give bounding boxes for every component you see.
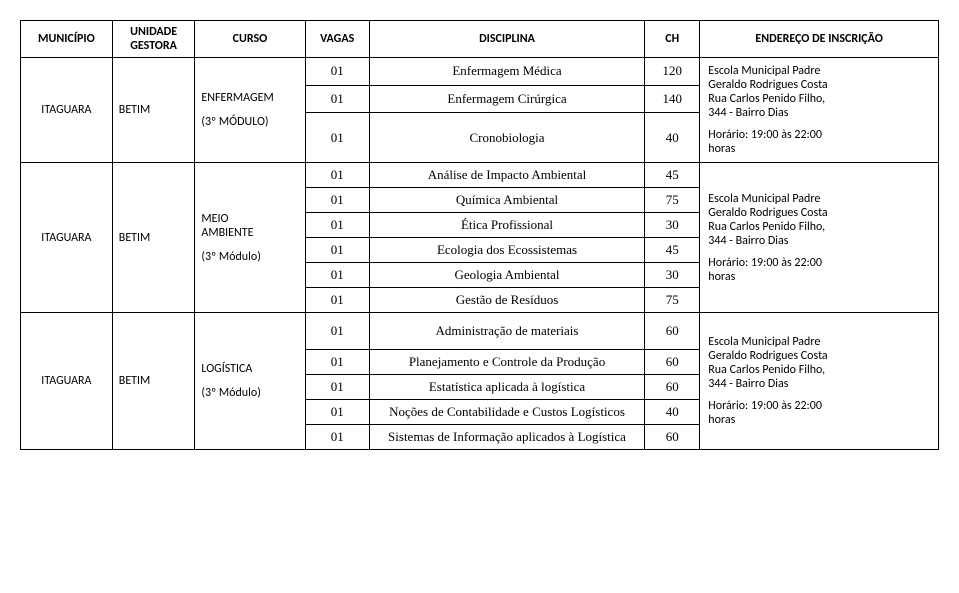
cell-ch: 120: [645, 58, 700, 86]
cell-vagas: 01: [305, 188, 369, 213]
cell-ch: 30: [645, 213, 700, 238]
cell-vagas: 01: [305, 263, 369, 288]
addr-line: horas: [708, 142, 930, 156]
cell-vagas: 01: [305, 113, 369, 163]
curso-line: AMBIENTE: [201, 226, 298, 240]
addr-line: Geraldo Rodrigues Costa: [708, 206, 930, 220]
th-municipio: MUNICÍPIO: [21, 21, 113, 58]
cell-ch: 75: [645, 288, 700, 313]
addr-line: 344 - Bairro Dias: [708, 234, 930, 248]
curso-line: (3º MÓDULO): [201, 115, 298, 129]
cell-ch: 45: [645, 238, 700, 263]
cell-vagas: 01: [305, 85, 369, 113]
cell-disciplina: Análise de Impacto Ambiental: [369, 163, 644, 188]
addr-line: Horário: 19:00 às 22:00: [708, 128, 930, 142]
curso-line: LOGÍSTICA: [201, 362, 298, 376]
cell-municipio: ITAGUARA: [21, 313, 113, 450]
cell-vagas: 01: [305, 288, 369, 313]
addr-line: Rua Carlos Penido Filho,: [708, 92, 930, 106]
addr-line: Escola Municipal Padre: [708, 192, 930, 206]
addr-line: Rua Carlos Penido Filho,: [708, 220, 930, 234]
cell-unidade: BETIM: [112, 313, 195, 450]
table-row: ITAGUARA BETIM MEIO AMBIENTE (3º Módulo)…: [21, 163, 939, 188]
cell-disciplina: Química Ambiental: [369, 188, 644, 213]
cell-vagas: 01: [305, 400, 369, 425]
cell-municipio: ITAGUARA: [21, 58, 113, 163]
addr-line: horas: [708, 413, 930, 427]
table-row: ITAGUARA BETIM LOGÍSTICA (3º Módulo) 01 …: [21, 313, 939, 350]
addr-line: Horário: 19:00 às 22:00: [708, 399, 930, 413]
cell-municipio: ITAGUARA: [21, 163, 113, 313]
cell-disciplina: Administração de materiais: [369, 313, 644, 350]
addr-line: Horário: 19:00 às 22:00: [708, 256, 930, 270]
addr-line: Rua Carlos Penido Filho,: [708, 363, 930, 377]
cell-endereco: Escola Municipal Padre Geraldo Rodrigues…: [700, 58, 939, 163]
course-table: MUNICÍPIO UNIDADE GESTORA CURSO VAGAS DI…: [20, 20, 939, 450]
curso-line: (3º Módulo): [201, 386, 298, 400]
th-curso: CURSO: [195, 21, 305, 58]
th-unidade-gestora: UNIDADE GESTORA: [112, 21, 195, 58]
cell-vagas: 01: [305, 213, 369, 238]
cell-ch: 45: [645, 163, 700, 188]
cell-disciplina: Noções de Contabilidade e Custos Logísti…: [369, 400, 644, 425]
addr-line: 344 - Bairro Dias: [708, 377, 930, 391]
table-header-row: MUNICÍPIO UNIDADE GESTORA CURSO VAGAS DI…: [21, 21, 939, 58]
cell-endereco: Escola Municipal Padre Geraldo Rodrigues…: [700, 313, 939, 450]
addr-line: 344 - Bairro Dias: [708, 106, 930, 120]
cell-ch: 40: [645, 113, 700, 163]
cell-vagas: 01: [305, 313, 369, 350]
cell-disciplina: Cronobiologia: [369, 113, 644, 163]
cell-vagas: 01: [305, 163, 369, 188]
cell-curso: LOGÍSTICA (3º Módulo): [195, 313, 305, 450]
addr-line: Escola Municipal Padre: [708, 335, 930, 349]
cell-ch: 140: [645, 85, 700, 113]
cell-ch: 60: [645, 313, 700, 350]
th-endereco: ENDEREÇO DE INSCRIÇÃO: [700, 21, 939, 58]
cell-vagas: 01: [305, 350, 369, 375]
cell-ch: 60: [645, 425, 700, 450]
th-ch: CH: [645, 21, 700, 58]
curso-line: MEIO: [201, 212, 298, 226]
cell-vagas: 01: [305, 375, 369, 400]
cell-disciplina: Enfermagem Cirúrgica: [369, 85, 644, 113]
cell-ch: 75: [645, 188, 700, 213]
cell-endereco: Escola Municipal Padre Geraldo Rodrigues…: [700, 163, 939, 313]
addr-line: Geraldo Rodrigues Costa: [708, 349, 930, 363]
addr-line: Escola Municipal Padre: [708, 64, 930, 78]
cell-ch: 30: [645, 263, 700, 288]
th-vagas: VAGAS: [305, 21, 369, 58]
cell-disciplina: Estatística aplicada à logística: [369, 375, 644, 400]
cell-unidade: BETIM: [112, 163, 195, 313]
cell-unidade: BETIM: [112, 58, 195, 163]
cell-disciplina: Geologia Ambiental: [369, 263, 644, 288]
cell-vagas: 01: [305, 425, 369, 450]
table-row: ITAGUARA BETIM ENFERMAGEM (3º MÓDULO) 01…: [21, 58, 939, 86]
curso-line: (3º Módulo): [201, 250, 298, 264]
cell-ch: 60: [645, 350, 700, 375]
addr-line: horas: [708, 270, 930, 284]
cell-disciplina: Planejamento e Controle da Produção: [369, 350, 644, 375]
cell-disciplina: Ecologia dos Ecossistemas: [369, 238, 644, 263]
cell-ch: 60: [645, 375, 700, 400]
cell-curso: ENFERMAGEM (3º MÓDULO): [195, 58, 305, 163]
curso-line: ENFERMAGEM: [201, 91, 298, 105]
cell-vagas: 01: [305, 58, 369, 86]
th-disciplina: DISCIPLINA: [369, 21, 644, 58]
cell-disciplina: Sistemas de Informação aplicados à Logís…: [369, 425, 644, 450]
cell-disciplina: Gestão de Resíduos: [369, 288, 644, 313]
cell-ch: 40: [645, 400, 700, 425]
addr-line: Geraldo Rodrigues Costa: [708, 78, 930, 92]
cell-disciplina: Enfermagem Médica: [369, 58, 644, 86]
cell-curso: MEIO AMBIENTE (3º Módulo): [195, 163, 305, 313]
cell-disciplina: Ética Profissional: [369, 213, 644, 238]
cell-vagas: 01: [305, 238, 369, 263]
